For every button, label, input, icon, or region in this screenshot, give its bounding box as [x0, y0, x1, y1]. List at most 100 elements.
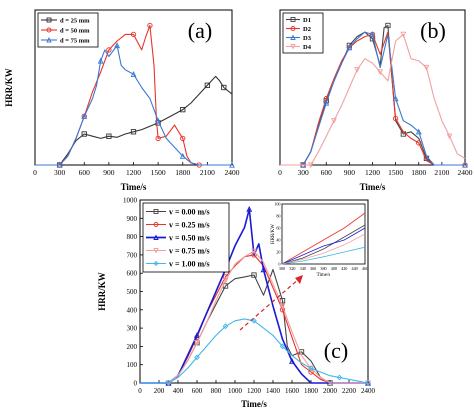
zoom-arrow-head — [295, 275, 303, 284]
x-tick-label: 1600 — [285, 387, 300, 395]
x-axis-label: Time/s — [121, 182, 147, 192]
inset-y-axis-label: HRR/KW — [271, 224, 276, 244]
inset-series-line — [281, 212, 366, 265]
data-point — [130, 129, 137, 135]
legend-marker — [290, 26, 296, 31]
data-point — [416, 140, 422, 146]
y-tick-label: 300 — [127, 325, 138, 333]
series-line-3 — [35, 44, 232, 166]
data-point — [346, 44, 353, 51]
data-point — [179, 152, 186, 159]
series-line-5 — [140, 318, 369, 384]
data-point — [155, 135, 161, 142]
y-axis-label: HRR/KW — [97, 272, 107, 311]
chart-panel-1: 0 300 600 900 1200 1500 1800 2100 2400 d = 25 mm d… — [4, 9, 240, 192]
data-point — [246, 205, 253, 212]
series-line-1 — [35, 75, 233, 166]
chart-panel-3: 0 200 400 600 800 1000 1200 1400 1600 1800 2000 220… — [97, 197, 376, 410]
legend-label: D2 — [303, 26, 311, 33]
legend-marker — [290, 17, 296, 22]
x-tick-label: 900 — [103, 168, 115, 177]
x-axis-label: Time/s — [241, 399, 267, 409]
inset-x-tick-label: 440 — [351, 266, 357, 271]
y-axis-label: HRR/KW — [4, 68, 14, 107]
data-point — [260, 266, 267, 273]
legend-label: d = 75 mm — [60, 37, 90, 44]
chart-panel-2: 0 300 600 900 1200 1500 1800 2100 2400 D1 D2 D3 D4 (b… — [278, 9, 473, 192]
x-tick-label: 800 — [211, 387, 222, 395]
series-line-3 — [280, 31, 465, 166]
data-point — [204, 82, 211, 88]
inset-y-tick-label: 60 — [276, 226, 280, 231]
inset-x-tick-label: 400 — [331, 266, 337, 271]
data-point — [251, 272, 257, 278]
series-line-2 — [280, 31, 465, 166]
data-point — [180, 135, 186, 142]
y-tick-label: 200 — [127, 343, 138, 351]
inset-x-tick-label: 420 — [341, 266, 347, 271]
data-point — [114, 42, 121, 49]
x-tick-label: 0 — [33, 168, 37, 177]
data-point — [194, 332, 200, 339]
data-point — [97, 57, 104, 64]
data-point — [180, 106, 186, 113]
x-tick-label: 200 — [154, 387, 165, 395]
legend-marker — [290, 34, 296, 40]
x-tick-label: 600 — [321, 168, 333, 177]
data-point — [279, 303, 286, 310]
y-tick-label: 500 — [127, 288, 138, 296]
data-point — [130, 71, 137, 77]
data-point — [279, 343, 286, 350]
x-tick-label: 1800 — [304, 387, 319, 395]
y-tick-label: 100 — [127, 361, 138, 369]
x-tick-label: 2400 — [361, 387, 376, 395]
inset-x-tick-label: 460 — [362, 266, 368, 271]
inset-frame — [281, 203, 366, 265]
legend-marker — [153, 209, 159, 214]
x-tick-label: 2000 — [323, 387, 338, 395]
data-point — [222, 323, 229, 330]
legend-label: D3 — [303, 35, 312, 42]
data-point — [289, 357, 295, 364]
legend-marker — [46, 36, 52, 43]
legend-label: v = 0.25 m/s — [169, 220, 210, 229]
legend-label: d = 50 mm — [60, 27, 90, 34]
series-line-4 — [280, 33, 466, 166]
x-tick-label: 1200 — [126, 168, 141, 177]
legend-label: v = 1.00 m/s — [169, 259, 210, 268]
x-tick-label: 0 — [138, 387, 142, 395]
inset-x-tick-label: 360 — [310, 266, 316, 271]
x-tick-label: 2200 — [342, 387, 357, 395]
x-tick-label: 0 — [278, 168, 282, 177]
x-tick-label: 1200 — [365, 168, 380, 177]
data-point — [81, 131, 87, 137]
inset-y-tick-label: 80 — [276, 214, 280, 219]
data-point — [307, 162, 314, 169]
data-point — [194, 354, 200, 361]
x-tick-label: 1800 — [411, 168, 426, 177]
panel-label: (c) — [324, 338, 348, 363]
legend-label: v = 0.50 m/s — [169, 233, 210, 242]
legend-label: v = 0.75 m/s — [169, 246, 210, 255]
series-line-3 — [140, 208, 368, 384]
data-point — [56, 161, 63, 168]
panel-label: (a) — [188, 18, 212, 43]
data-point — [155, 117, 162, 124]
inset-series-line — [281, 224, 366, 265]
legend-label: D1 — [303, 17, 311, 24]
data-point — [365, 380, 371, 386]
legend-marker — [153, 222, 159, 227]
data-point — [147, 22, 153, 29]
x-tick-label: 1000 — [228, 387, 243, 395]
inset-chart: 300 320 340 360 380 400 420 440 460 0 20 40 60 80 100 T… — [271, 202, 368, 279]
inset-y-tick-label: 100 — [274, 202, 280, 207]
x-axis-label: Time/s — [360, 182, 386, 192]
data-point — [369, 31, 376, 38]
x-tick-label: 900 — [344, 168, 356, 177]
data-point — [392, 115, 399, 122]
panel-label: (b) — [420, 18, 446, 43]
inset-x-tick-label: 300 — [279, 266, 285, 271]
data-point — [106, 133, 112, 139]
data-point — [423, 64, 430, 71]
